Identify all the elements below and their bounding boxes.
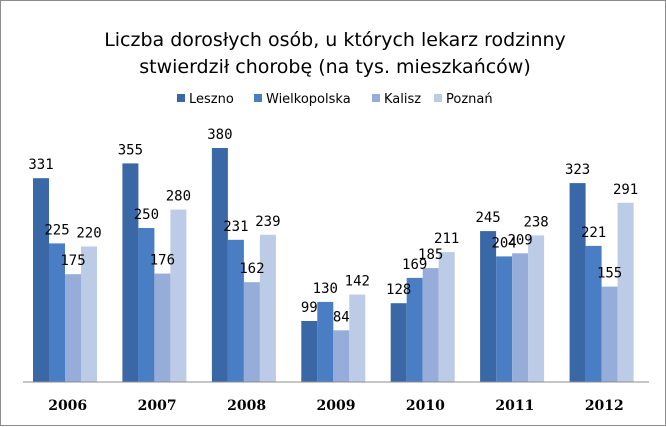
bar-wielkopolska-2012 <box>585 245 602 382</box>
value-label-leszno-2008: 380 <box>207 127 232 143</box>
legend-swatch-poznan <box>434 94 442 102</box>
legend-label-kalisz: Kalisz <box>384 92 421 107</box>
value-label-leszno-2007: 355 <box>118 142 143 158</box>
value-label-poznan-2007: 280 <box>166 189 191 205</box>
value-label-leszno-2010: 128 <box>386 282 411 298</box>
value-label-kalisz-2010: 185 <box>418 247 443 263</box>
x-tick-label-2006: 2006 <box>48 398 87 414</box>
x-tick-label-2011: 2011 <box>495 398 534 414</box>
legend-label-wielkopolska: Wielkopolska <box>266 92 351 107</box>
bar-wielkopolska-2011 <box>496 256 513 382</box>
value-label-leszno-2006: 331 <box>28 157 53 173</box>
bar-leszno-2008 <box>211 148 228 382</box>
bar-leszno-2012 <box>569 183 586 382</box>
value-label-wielkopolska-2007: 250 <box>134 207 159 223</box>
value-label-poznan-2012: 291 <box>613 182 638 198</box>
bar-kalisz-2007 <box>154 273 171 382</box>
value-label-kalisz-2011: 209 <box>507 232 532 248</box>
bar-poznan-2011 <box>528 235 545 382</box>
value-label-kalisz-2007: 176 <box>150 253 175 269</box>
value-label-wielkopolska-2010: 169 <box>402 257 427 273</box>
bar-poznan-2006 <box>81 246 97 382</box>
x-tick-label-2010: 2010 <box>406 398 445 414</box>
value-label-leszno-2012: 323 <box>565 162 590 178</box>
bar-wielkopolska-2009 <box>317 301 334 382</box>
bar-group <box>33 148 634 382</box>
bar-leszno-2006 <box>33 178 49 382</box>
value-label-kalisz-2009: 84 <box>333 309 350 325</box>
value-label-poznan-2010: 211 <box>434 231 459 247</box>
bar-kalisz-2010 <box>422 268 439 382</box>
bar-poznan-2010 <box>438 252 455 382</box>
x-tick-group: 2006 2007 2008 2009 2010 2011 2012 <box>48 398 624 414</box>
x-tick-label-2007: 2007 <box>138 398 177 414</box>
value-label-wielkopolska-2009: 130 <box>313 281 338 297</box>
chart-title-line-2: stwierdził chorobę (na tys. mieszkańców) <box>139 56 531 78</box>
bar-wielkopolska-2010 <box>406 277 423 382</box>
value-label-kalisz-2012: 155 <box>597 266 622 282</box>
x-tick-label-2008: 2008 <box>227 398 266 414</box>
bar-wielkopolska-2007 <box>138 228 155 382</box>
legend-swatch-leszno <box>177 94 185 102</box>
value-label-group: 331 225 175 220 355 250 176 280 380 231 162 239 99 13… <box>28 127 638 325</box>
bar-kalisz-2011 <box>512 253 529 382</box>
legend-swatch-wielkopolska <box>254 94 262 102</box>
bar-kalisz-2009 <box>333 330 350 382</box>
value-label-wielkopolska-2011: 204 <box>491 235 516 251</box>
legend-label-leszno: Leszno <box>189 92 234 107</box>
bar-poznan-2012 <box>617 202 634 382</box>
value-label-poznan-2008: 239 <box>255 214 280 230</box>
bar-kalisz-2006 <box>65 274 81 382</box>
value-label-poznan-2009: 142 <box>345 274 370 290</box>
bar-leszno-2007 <box>122 163 139 382</box>
value-label-wielkopolska-2006: 225 <box>44 222 69 238</box>
x-tick-label-2009: 2009 <box>317 398 356 414</box>
chart-legend: Leszno Wielkopolska Kalisz Poznań <box>177 92 493 107</box>
bar-wielkopolska-2008 <box>227 239 244 382</box>
value-label-kalisz-2006: 175 <box>60 253 85 269</box>
value-label-poznan-2011: 238 <box>523 214 548 230</box>
legend-swatch-kalisz <box>372 94 380 102</box>
bar-poznan-2009 <box>349 294 366 382</box>
bar-leszno-2011 <box>480 231 497 382</box>
value-label-leszno-2011: 245 <box>475 210 500 226</box>
x-tick-label-2012: 2012 <box>585 398 624 414</box>
bar-kalisz-2008 <box>243 282 260 382</box>
chart-title-line-1: Liczba dorosłych osób, u których lekarz … <box>104 29 566 51</box>
value-label-leszno-2009: 99 <box>301 300 318 316</box>
value-label-wielkopolska-2012: 221 <box>581 225 606 241</box>
bar-wielkopolska-2006 <box>49 243 65 382</box>
bar-kalisz-2012 <box>601 286 618 382</box>
value-label-kalisz-2008: 162 <box>239 261 264 277</box>
bar-poznan-2007 <box>170 209 187 382</box>
bar-poznan-2008 <box>259 234 276 382</box>
value-label-wielkopolska-2008: 231 <box>223 219 248 235</box>
bar-leszno-2010 <box>390 303 407 382</box>
bar-leszno-2009 <box>301 321 318 382</box>
legend-label-poznan: Poznań <box>446 92 493 107</box>
value-label-poznan-2006: 220 <box>76 226 101 242</box>
